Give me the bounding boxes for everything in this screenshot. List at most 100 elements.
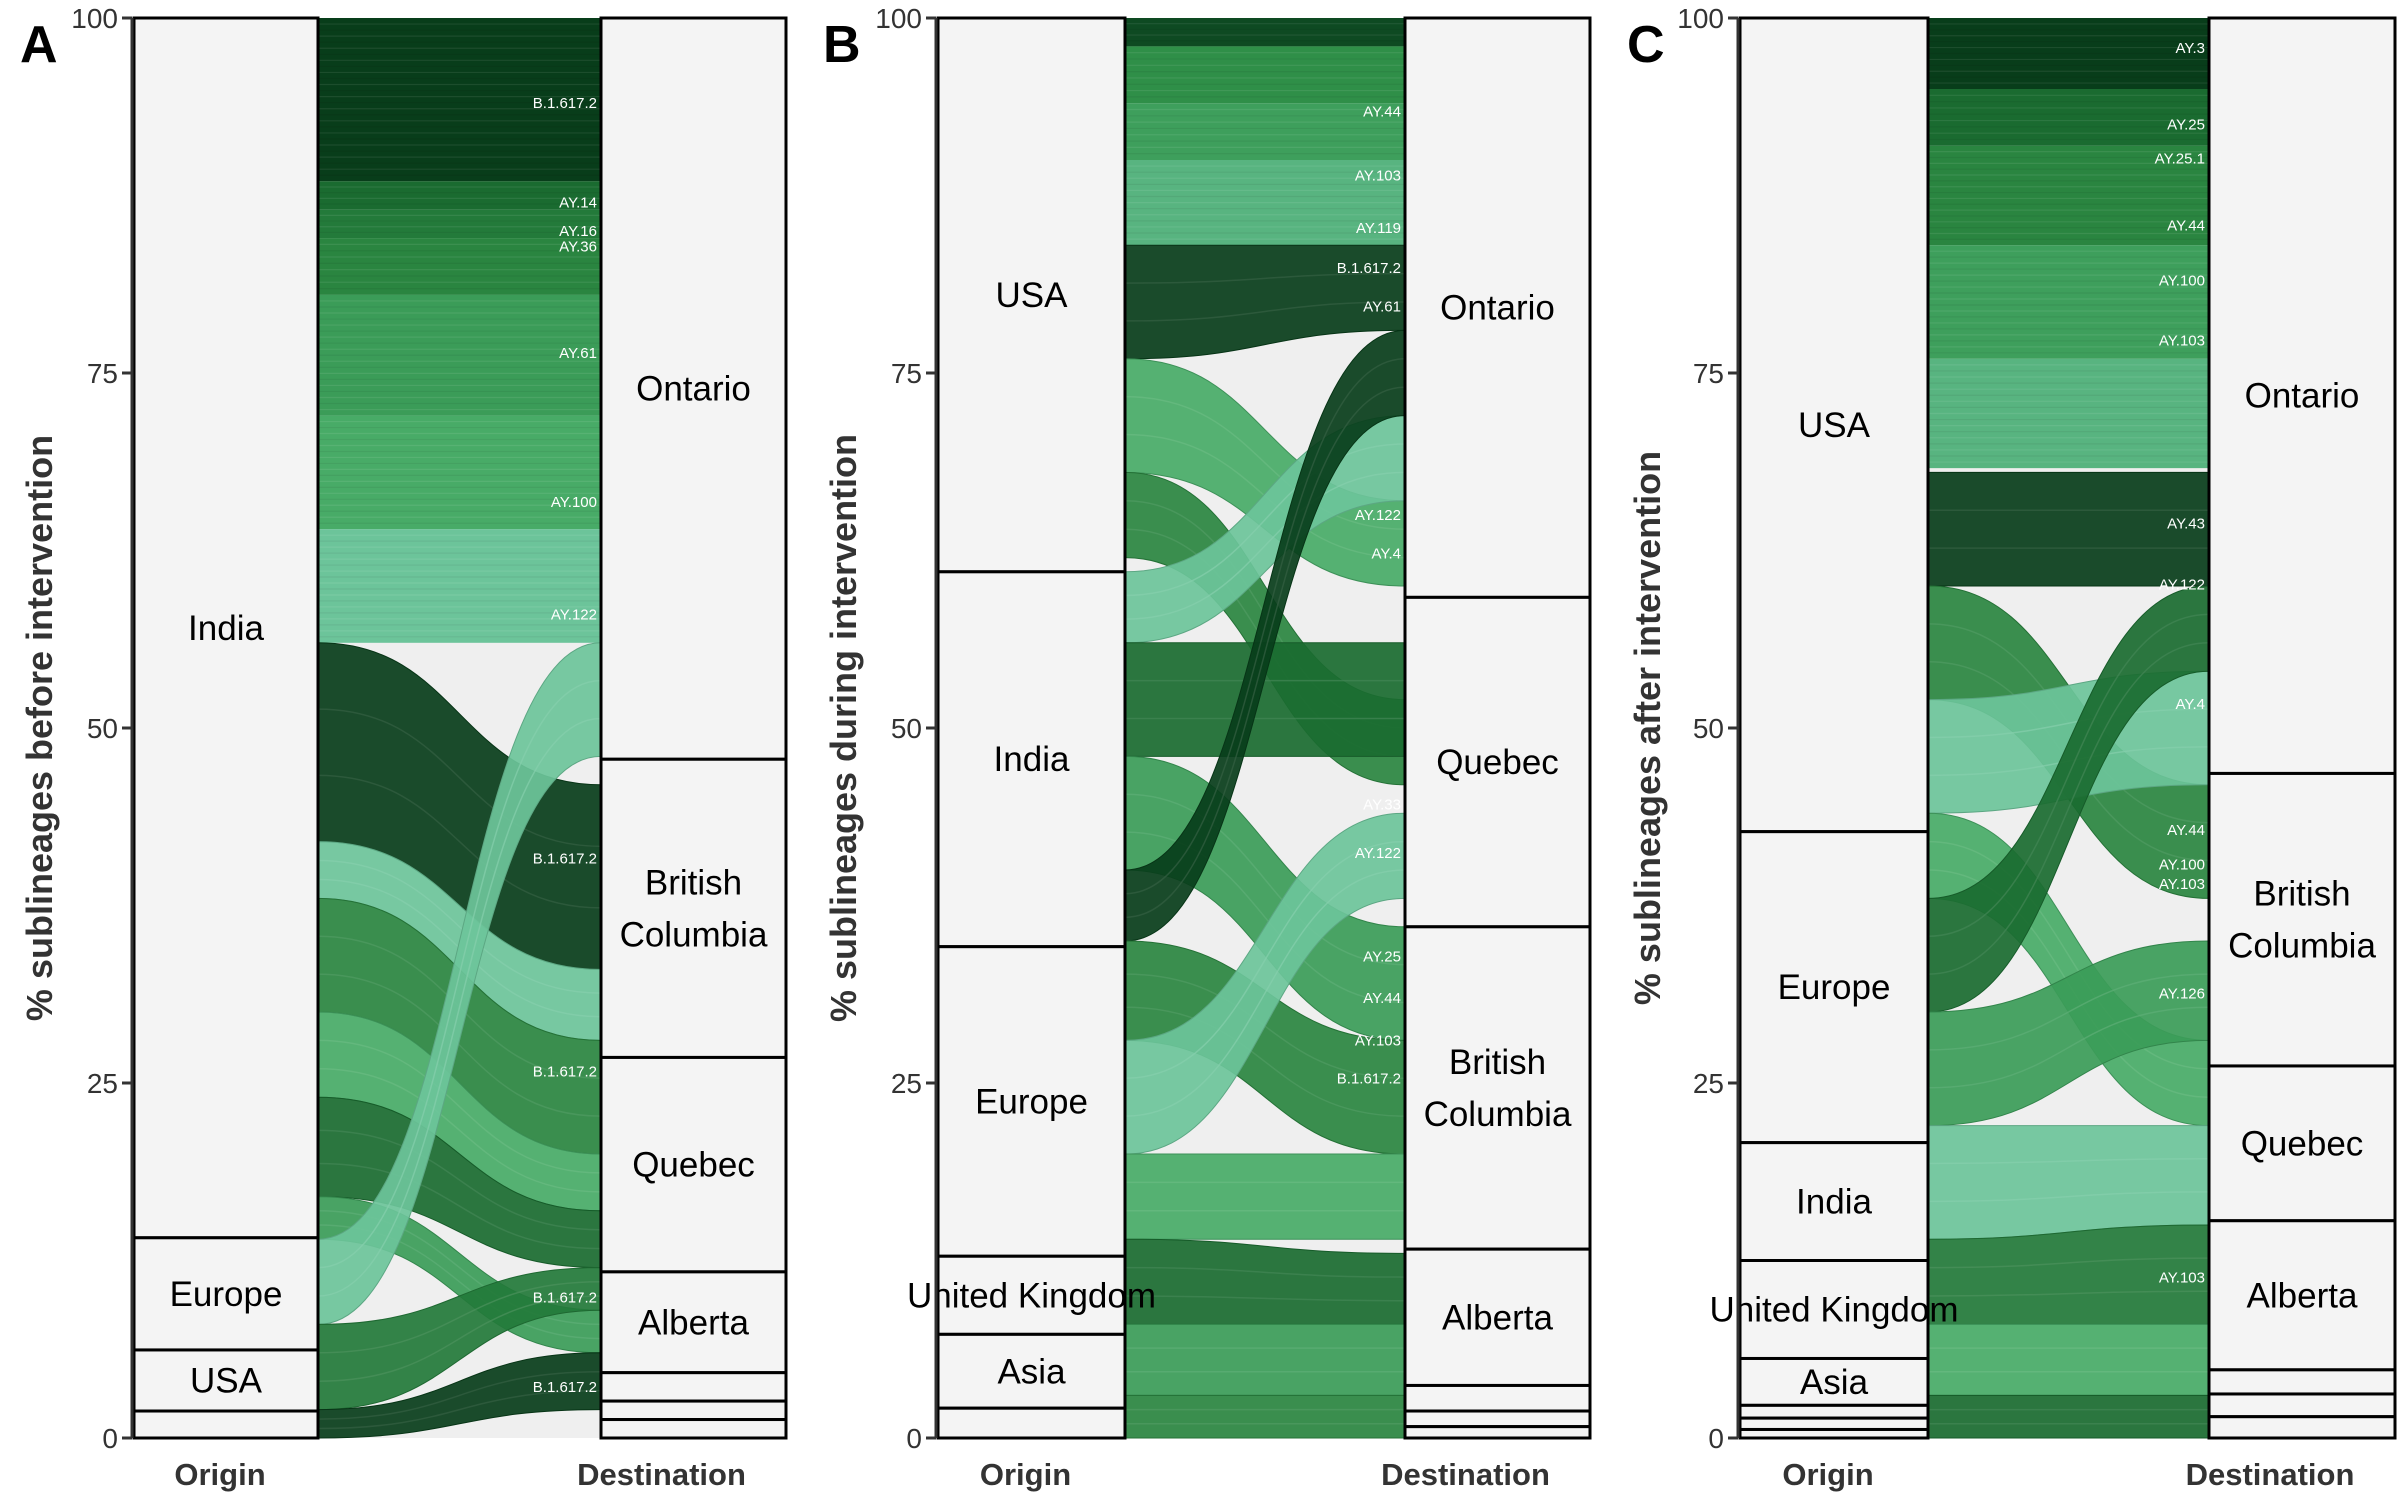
flow-strand <box>1124 831 1406 1004</box>
legend-band <box>318 529 601 643</box>
flow-label: AY.43 <box>2167 516 2205 533</box>
flow-strand <box>317 1039 602 1174</box>
origin-label: Asia <box>997 1352 1066 1391</box>
panel-b: USA India Europe United Kingdom Asia Ontario Q… <box>823 3 1592 1492</box>
panel-letter: B <box>823 16 861 74</box>
flow-ribbon <box>1927 1323 2210 1396</box>
legend-band <box>318 238 601 295</box>
flow-ribbon <box>1124 1394 1406 1439</box>
destination-strata: Ontario Quebec British Columbia Alberta <box>1403 16 1592 1440</box>
origin-stratum <box>1738 1403 1930 1420</box>
origin-strata: USA India Europe United Kingdom Asia <box>907 16 1156 1440</box>
flow-label: B.1.617.2 <box>533 1064 597 1081</box>
flow-strand <box>317 1068 602 1193</box>
flow-label: AY.119 <box>1356 220 1401 237</box>
flows <box>317 642 602 1439</box>
flow-label: B.1.617.2 <box>533 1379 597 1396</box>
origin-label: India <box>994 740 1070 779</box>
flow-strand <box>1124 869 1406 1117</box>
panel-letter: C <box>1627 16 1665 74</box>
legend-band <box>1125 46 1405 104</box>
flow-strand <box>317 1281 602 1354</box>
flow-strand <box>1124 840 1406 1080</box>
destination-stratum <box>2207 1219 2397 1372</box>
y-tick-label: 0 <box>1708 1423 1724 1454</box>
destination-stratum <box>2207 1064 2397 1223</box>
flow-label: AY.103 <box>2159 332 2205 349</box>
flow-strand <box>1124 1006 1406 1117</box>
destination-label: Quebec <box>1436 743 1559 782</box>
flow-strand <box>1124 386 1406 919</box>
flow-label: AY.14 <box>559 195 597 212</box>
flow-strand <box>317 1389 602 1430</box>
legend-block <box>318 18 601 643</box>
flow-label: AY.3 <box>2176 40 2205 57</box>
destination-label-line: British <box>2253 875 2350 914</box>
flow-strand <box>317 1295 602 1382</box>
flow-label: AY.4 <box>2176 696 2205 713</box>
destination-strata: Ontario British Columbia Quebec Alberta <box>2207 16 2397 1440</box>
y-tick-label: 25 <box>891 1068 922 1099</box>
legend-band <box>1928 145 2209 246</box>
y-tick-label: 0 <box>102 1423 118 1454</box>
flow-label: B.1.617.2 <box>533 1289 597 1306</box>
origin-stratum <box>132 1409 320 1440</box>
x-axis-label-destination: Destination <box>1381 1457 1550 1492</box>
destination-label: Alberta <box>2247 1276 2358 1315</box>
flow-label: AY.100 <box>2159 856 2205 873</box>
origin-stratum <box>936 1254 1127 1336</box>
y-axis-title: % sublineages during intervention <box>823 434 864 1022</box>
flow-label: AY.100 <box>2159 273 2205 290</box>
origin-stratum <box>936 1406 1127 1440</box>
flow-label: AY.25 <box>1363 949 1401 966</box>
y-tick-label: 50 <box>87 713 118 744</box>
panel-a: India Europe USA Ontario British Columbia Queb… <box>19 3 788 1492</box>
origin-stratum <box>936 16 1127 574</box>
flow-label: AY.122 <box>1355 845 1401 862</box>
destination-stratum <box>1403 1425 1592 1440</box>
flow-ribbon <box>1927 1394 2210 1439</box>
flow-strand <box>1124 358 1406 895</box>
legend-band <box>1125 18 1405 47</box>
destination-label: Alberta <box>1442 1298 1553 1337</box>
y-tick-label: 100 <box>875 3 922 34</box>
flow-strand <box>317 1129 602 1231</box>
destination-stratum <box>2207 16 2397 775</box>
flow-strand <box>1927 1191 2210 1203</box>
flow-label: AY.100 <box>551 494 597 511</box>
destination-label: Ontario <box>636 370 751 409</box>
y-tick-label: 50 <box>1693 713 1724 744</box>
flow-strand <box>1124 395 1406 530</box>
origin-label: Asia <box>1800 1363 1869 1402</box>
legend-block <box>1928 18 2209 469</box>
destination-stratum <box>599 757 788 1059</box>
flow-strand <box>1927 840 2210 1070</box>
x-axis-label-destination: Destination <box>2186 1457 2355 1492</box>
x-axis-label-destination: Destination <box>577 1457 746 1492</box>
flow-ribbon <box>1124 1153 1406 1240</box>
destination-stratum <box>2207 1392 2397 1419</box>
flow-strand <box>317 973 602 1117</box>
x-axis-label-origin: Origin <box>980 1457 1071 1492</box>
origin-stratum <box>1738 16 1930 834</box>
flow-label: AY.122 <box>1355 507 1401 524</box>
legend-band <box>318 209 601 239</box>
destination-label-line: Columbia <box>2228 927 2376 966</box>
origin-label: USA <box>190 1361 263 1400</box>
origin-label: Europe <box>975 1082 1088 1121</box>
origin-label: India <box>188 609 264 648</box>
destination-stratum <box>2207 1415 2397 1440</box>
destination-stratum <box>1403 1383 1592 1413</box>
destination-stratum <box>1403 925 1592 1251</box>
destination-stratum <box>1403 595 1592 929</box>
panel-c: USA Europe India United Kingdom Asia Ontario B… <box>1627 3 2397 1492</box>
origin-label: USA <box>996 276 1069 315</box>
legend-band <box>1928 89 2209 146</box>
destination-label: Quebec <box>632 1146 755 1185</box>
y-tick-label: 75 <box>87 358 118 389</box>
origin-stratum <box>132 1348 320 1413</box>
origin-label: Europe <box>170 1275 283 1314</box>
y-tick-label: 75 <box>891 358 922 389</box>
